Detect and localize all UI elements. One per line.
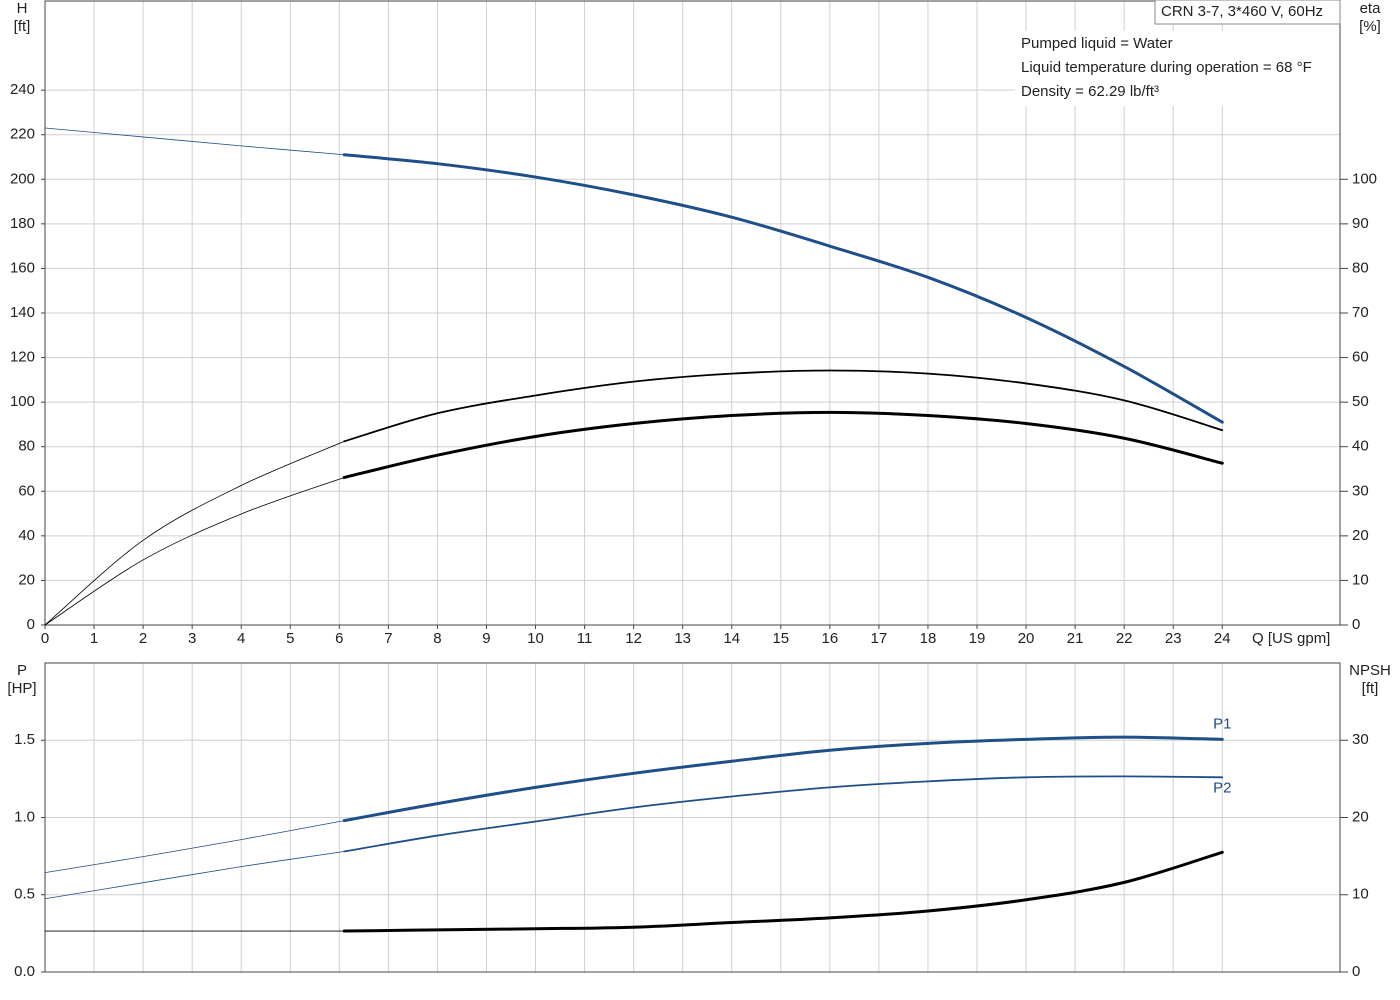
y2-axis-label: NPSH	[1349, 662, 1391, 679]
x-tick-label: 13	[674, 630, 691, 647]
x-tick-label: 23	[1165, 630, 1182, 647]
y-tick-label: 0	[27, 616, 35, 633]
y-tick-label: 100	[10, 393, 35, 410]
y2-tick-label: 50	[1352, 393, 1369, 410]
x-tick-label: 18	[920, 630, 937, 647]
y2-tick-label: 20	[1352, 808, 1369, 825]
x-tick-label: 9	[482, 630, 490, 647]
x-tick-label: 8	[433, 630, 441, 647]
y2-tick-label: 30	[1352, 731, 1369, 748]
y2-tick-label: 40	[1352, 438, 1369, 455]
y-tick-label: 0.5	[14, 886, 35, 903]
x-tick-label: 15	[772, 630, 789, 647]
title-box	[1154, 0, 1341, 25]
note: Liquid temperature during operation = 68…	[1021, 59, 1312, 76]
x-tick-label: 20	[1018, 630, 1035, 647]
notes-background	[1015, 31, 1339, 106]
y2-tick-label: 100	[1352, 170, 1377, 187]
x-tick-label: 11	[577, 630, 593, 647]
x-tick-label: 21	[1067, 630, 1084, 647]
curve	[343, 775, 1224, 853]
y2-tick-label: 70	[1352, 304, 1369, 321]
x-tick-label: 2	[139, 630, 147, 647]
curve-extension	[44, 477, 345, 626]
x-tick-label: 3	[188, 630, 196, 647]
y-tick-label: 1.5	[14, 731, 35, 748]
x-tick-label: 7	[384, 630, 392, 647]
y2-tick-label: 10	[1352, 886, 1369, 903]
y-axis-label: H	[17, 0, 28, 17]
y2-tick-label: 0	[1352, 963, 1360, 980]
y-tick-label: 40	[18, 527, 35, 544]
curve-extension	[44, 440, 345, 626]
series-label: P2	[1213, 779, 1231, 796]
note: Density = 62.29 lb/ft³	[1021, 83, 1159, 100]
x-tick-label: 12	[625, 630, 642, 647]
x-tick-label: 24	[1214, 630, 1231, 647]
y2-tick-label: 10	[1352, 571, 1369, 588]
y2-tick-label: 80	[1352, 259, 1369, 276]
y-tick-label: 80	[18, 438, 35, 455]
x-tick-label: 6	[335, 630, 343, 647]
y-tick-label: 180	[10, 215, 35, 232]
y2-axis-unit: [%]	[1359, 18, 1381, 35]
y-tick-label: 200	[10, 170, 35, 187]
x-tick-label: 4	[237, 630, 245, 647]
y-tick-label: 140	[10, 304, 35, 321]
x-tick-label: 22	[1116, 630, 1133, 647]
y-tick-label: 60	[18, 482, 35, 499]
y-tick-label: 1.0	[14, 808, 35, 825]
y-tick-label: 120	[10, 349, 35, 366]
y2-tick-label: 20	[1352, 527, 1369, 544]
curve-extension	[44, 127, 345, 156]
x-tick-label: 10	[527, 630, 544, 647]
curve	[342, 153, 1224, 424]
curve	[342, 735, 1224, 823]
series-label: P1	[1213, 715, 1231, 732]
x-tick-label: 5	[286, 630, 294, 647]
curve-extension	[44, 820, 345, 874]
note: Pumped liquid = Water	[1021, 35, 1173, 52]
y2-axis-label: eta	[1360, 0, 1382, 17]
curve-extension	[44, 851, 345, 900]
y2-tick-label: 60	[1352, 349, 1369, 366]
curve	[342, 410, 1224, 479]
x-tick-label: 1	[90, 630, 98, 647]
curve	[342, 850, 1224, 933]
y2-axis-unit: [ft]	[1362, 680, 1379, 697]
y-tick-label: 160	[10, 259, 35, 276]
y-tick-label: 0.0	[14, 963, 35, 980]
y-tick-label: 220	[10, 126, 35, 143]
y2-tick-label: 90	[1352, 215, 1369, 232]
curve	[343, 369, 1224, 443]
x-tick-label: 14	[723, 630, 740, 647]
x-tick-label: 17	[871, 630, 888, 647]
y-axis-unit: [HP]	[7, 680, 36, 697]
chart-title: CRN 3-7, 3*460 V, 60Hz	[1161, 3, 1323, 20]
x-tick-label: 19	[969, 630, 986, 647]
y2-tick-label: 30	[1352, 482, 1369, 499]
y-tick-label: 20	[18, 571, 35, 588]
y-axis-label: P	[17, 662, 27, 679]
y2-tick-label: 0	[1352, 616, 1360, 633]
y-axis-unit: [ft]	[14, 18, 31, 35]
x-axis-label: Q [US gpm]	[1252, 630, 1330, 647]
x-tick-label: 0	[41, 630, 49, 647]
y-tick-label: 240	[10, 81, 35, 98]
x-tick-label: 16	[822, 630, 839, 647]
